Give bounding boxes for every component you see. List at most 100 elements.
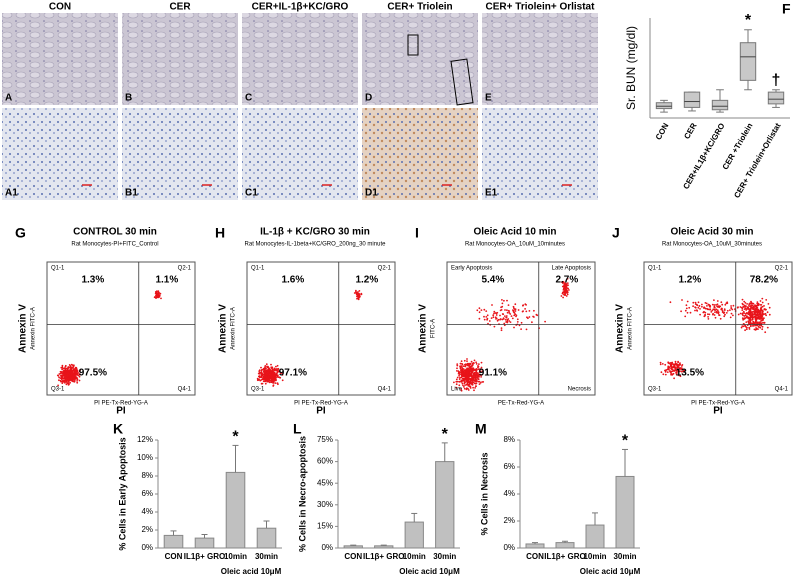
column-title: CER	[169, 2, 191, 13]
y-tick-label: 0%	[321, 543, 333, 552]
event-dot	[478, 311, 481, 314]
y-tick-label: 8%	[503, 435, 515, 444]
x-axis-sublabel: PI PE-Tx-Red-YG-A	[691, 401, 745, 407]
panel-letter: C	[245, 93, 252, 104]
group-label: Oleic acid 10μM	[399, 567, 460, 576]
event-dot	[355, 293, 358, 295]
event-dot	[506, 321, 509, 324]
event-dot	[516, 318, 519, 321]
event-dot	[515, 315, 517, 318]
event-dot	[713, 299, 715, 301]
event-dot	[742, 314, 744, 317]
event-dot	[74, 367, 77, 370]
event-dot	[157, 290, 160, 293]
event-dot	[679, 362, 681, 364]
event-dot	[258, 370, 261, 372]
event-dot	[513, 307, 515, 309]
event-dot	[536, 314, 539, 317]
event-dot	[699, 308, 701, 310]
event-dot	[562, 287, 565, 290]
event-dot	[467, 380, 470, 383]
event-dot	[482, 381, 485, 383]
event-dot	[456, 370, 458, 372]
event-dot	[265, 363, 268, 366]
event-dot	[262, 377, 265, 380]
event-dot	[760, 313, 762, 316]
event-dot	[64, 368, 67, 371]
event-dot	[751, 307, 754, 309]
event-dot	[476, 309, 479, 312]
event-dot	[716, 305, 718, 308]
significance-marker: *	[622, 433, 629, 450]
event-dot	[499, 314, 501, 317]
event-dot	[469, 372, 471, 375]
quadrant-label: Q2-1	[178, 266, 192, 272]
event-dot	[747, 321, 750, 323]
event-dot	[281, 374, 284, 376]
event-dot	[74, 375, 77, 378]
event-dot	[751, 318, 754, 320]
column-title: CER+ Triolein	[387, 2, 452, 13]
event-dot	[461, 365, 463, 367]
quadrant-label: Live	[451, 387, 463, 393]
event-dot	[743, 315, 746, 317]
event-dot	[353, 292, 356, 294]
event-dot	[456, 363, 459, 365]
event-dot	[488, 320, 491, 322]
event-dot	[686, 311, 689, 314]
event-dot	[503, 322, 506, 325]
event-dot	[67, 377, 70, 380]
event-dot	[274, 382, 277, 384]
event-dot	[456, 367, 458, 370]
event-dot	[491, 304, 493, 306]
event-dot	[659, 361, 662, 364]
event-dot	[277, 369, 279, 371]
event-dot	[513, 326, 515, 329]
event-dot	[520, 321, 523, 324]
event-dot	[73, 376, 75, 378]
event-dot	[492, 314, 495, 317]
event-dot	[749, 320, 752, 322]
event-dot	[468, 385, 471, 388]
event-dot	[741, 309, 744, 311]
event-dot	[751, 315, 754, 318]
event-dot	[474, 385, 477, 388]
event-dot	[732, 304, 735, 307]
event-dot	[743, 300, 746, 303]
event-dot	[671, 363, 674, 365]
quadrant-percent: 97.1%	[279, 368, 307, 379]
event-dot	[263, 370, 266, 372]
event-dot	[470, 365, 472, 368]
event-dot	[272, 382, 274, 384]
event-dot	[271, 380, 273, 383]
event-dot	[694, 303, 697, 305]
event-dot	[722, 311, 724, 313]
event-dot	[61, 368, 63, 371]
event-dot	[714, 309, 717, 311]
event-dot	[754, 313, 756, 315]
event-dot	[694, 301, 697, 304]
event-dot	[562, 291, 564, 294]
y-axis-label: % Cells in Early Apoptosis	[117, 437, 127, 550]
event-dot	[566, 277, 569, 280]
y-axis-sublabel: Annexin FITC-A	[31, 307, 37, 350]
event-dot	[758, 321, 760, 324]
event-dot	[271, 368, 274, 371]
event-dot	[560, 295, 563, 297]
panel-letter: M	[475, 421, 487, 437]
event-dot	[744, 324, 747, 327]
event-dot	[480, 366, 483, 369]
event-dot	[73, 371, 76, 374]
event-dot	[466, 369, 469, 372]
quadrant-percent: 91.1%	[479, 368, 507, 379]
event-dot	[66, 369, 68, 372]
event-dot	[460, 381, 463, 383]
event-dot	[750, 308, 752, 310]
event-dot	[564, 291, 566, 293]
event-dot	[761, 297, 764, 300]
y-tick-label: 0%	[503, 543, 515, 552]
event-dot	[470, 377, 473, 380]
event-dot	[271, 366, 274, 369]
x-tick-label: IL1β+ GRO	[544, 552, 586, 561]
event-dot	[466, 376, 469, 379]
